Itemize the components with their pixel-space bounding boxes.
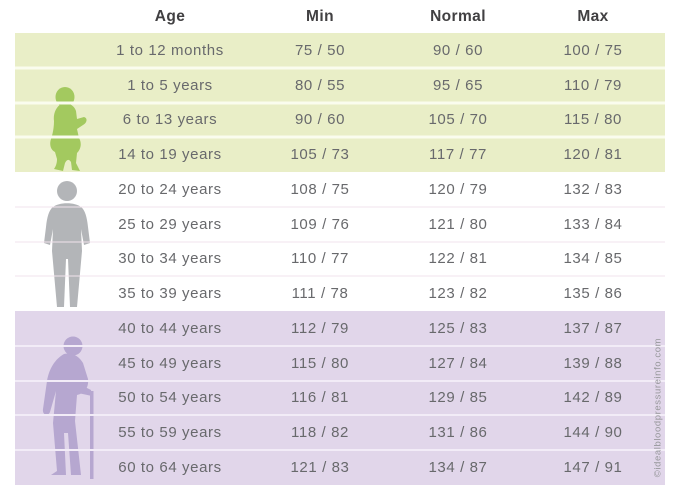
max-cell: 142 / 89	[563, 389, 623, 407]
max-cell: 133 / 84	[563, 215, 623, 233]
row-divider	[15, 275, 665, 277]
age-cell: 30 to 34 years	[118, 250, 222, 268]
table-row: 6 to 13 years 90 / 60 105 / 70 115 / 80	[15, 102, 665, 138]
column-header-age: Age	[154, 7, 186, 25]
column-header-min: Min	[306, 7, 334, 25]
age-cell: 50 to 54 years	[118, 389, 222, 407]
min-cell: 108 / 75	[290, 180, 350, 198]
age-cell: 14 to 19 years	[118, 146, 222, 164]
table-row: 25 to 29 years 109 / 76 121 / 80 133 / 8…	[15, 206, 665, 242]
table-row: 20 to 24 years 108 / 75 120 / 79 132 / 8…	[15, 172, 665, 207]
age-cell: 35 to 39 years	[118, 285, 222, 303]
min-cell: 118 / 82	[291, 424, 349, 442]
table-row: 40 to 44 years 112 / 79 125 / 83 137 / 8…	[15, 311, 665, 346]
max-cell: 115 / 80	[564, 111, 622, 129]
section-children: 1 to 12 months 75 / 50 90 / 60 100 / 75 …	[15, 33, 665, 172]
normal-cell: 90 / 60	[432, 41, 484, 59]
age-cell: 40 to 44 years	[118, 319, 222, 337]
age-cell: 45 to 49 years	[118, 354, 222, 372]
child-silhouette-icon	[50, 87, 87, 171]
table-header-row: Age Min Normal Max	[15, 0, 665, 33]
max-cell: 110 / 79	[564, 76, 622, 94]
age-cell: 1 to 12 months	[116, 41, 224, 59]
min-cell: 75 / 50	[294, 41, 346, 59]
max-cell: 139 / 88	[563, 354, 623, 372]
age-cell: 55 to 59 years	[118, 424, 222, 442]
table-row: 50 to 54 years 116 / 81 129 / 85 142 / 8…	[15, 380, 665, 416]
min-cell: 80 / 55	[294, 76, 346, 94]
table-row: 45 to 49 years 115 / 80 127 / 84 139 / 8…	[15, 345, 665, 381]
normal-cell: 123 / 82	[428, 285, 488, 303]
max-cell: 134 / 85	[563, 250, 623, 268]
max-cell: 137 / 87	[563, 319, 623, 337]
min-cell: 109 / 76	[290, 215, 350, 233]
man-silhouette-icon	[44, 181, 90, 307]
min-cell: 110 / 77	[291, 250, 349, 268]
normal-cell: 131 / 86	[428, 424, 488, 442]
blood-pressure-table: Age Min Normal Max 1 to 12 months 75 / 5…	[15, 0, 665, 485]
min-cell: 90 / 60	[294, 111, 346, 129]
row-divider	[15, 344, 665, 347]
normal-cell: 122 / 81	[428, 250, 488, 268]
age-cell: 1 to 5 years	[127, 76, 213, 94]
row-divider	[15, 66, 665, 70]
row-divider	[15, 414, 665, 417]
age-cell: 25 to 29 years	[118, 215, 222, 233]
min-cell: 121 / 83	[290, 459, 350, 477]
table-row: 55 to 59 years 118 / 82 131 / 86 144 / 9…	[15, 415, 665, 451]
max-cell: 135 / 86	[563, 285, 623, 303]
watermark: ©idealbloodpressureinfo.com	[652, 337, 664, 478]
row-divider	[15, 241, 665, 242]
max-cell: 120 / 81	[563, 146, 623, 164]
row-divider	[15, 135, 665, 139]
column-header-max: Max	[577, 7, 609, 25]
row-divider	[15, 449, 665, 452]
row-divider	[15, 206, 665, 208]
normal-cell: 105 / 70	[428, 111, 488, 129]
min-cell: 112 / 79	[291, 319, 349, 337]
table-row: 35 to 39 years 111 / 78 123 / 82 135 / 8…	[15, 276, 665, 311]
column-header-normal: Normal	[430, 7, 486, 25]
min-cell: 116 / 81	[291, 389, 349, 407]
row-divider	[15, 379, 665, 382]
age-cell: 60 to 64 years	[118, 459, 222, 477]
table-row: 1 to 12 months 75 / 50 90 / 60 100 / 75	[15, 33, 665, 68]
table-row: 1 to 5 years 80 / 55 95 / 65 110 / 79	[15, 67, 665, 103]
row-divider	[15, 101, 665, 104]
normal-cell: 134 / 87	[428, 459, 488, 477]
max-cell: 147 / 91	[563, 459, 623, 477]
normal-cell: 121 / 80	[428, 215, 488, 233]
age-cell: 6 to 13 years	[122, 111, 218, 129]
age-cell: 20 to 24 years	[118, 180, 222, 198]
normal-cell: 127 / 84	[428, 354, 488, 372]
section-older-adults: 40 to 44 years 112 / 79 125 / 83 137 / 8…	[15, 311, 665, 485]
normal-cell: 95 / 65	[432, 76, 484, 94]
min-cell: 111 / 78	[291, 285, 349, 303]
elderly-man-silhouette-icon	[42, 336, 94, 479]
table-row: 30 to 34 years 110 / 77 122 / 81 134 / 8…	[15, 241, 665, 277]
section-adults: 20 to 24 years 108 / 75 120 / 79 132 / 8…	[15, 172, 665, 311]
table-row: 60 to 64 years 121 / 83 134 / 87 147 / 9…	[15, 450, 665, 485]
max-cell: 144 / 90	[563, 424, 623, 442]
normal-cell: 125 / 83	[428, 319, 488, 337]
min-cell: 115 / 80	[291, 354, 349, 372]
max-cell: 132 / 83	[563, 180, 623, 198]
normal-cell: 120 / 79	[428, 180, 488, 198]
table-row: 14 to 19 years 105 / 73 117 / 77 120 / 8…	[15, 137, 665, 172]
max-cell: 100 / 75	[563, 41, 623, 59]
min-cell: 105 / 73	[290, 146, 350, 164]
normal-cell: 129 / 85	[428, 389, 488, 407]
normal-cell: 117 / 77	[429, 146, 487, 164]
